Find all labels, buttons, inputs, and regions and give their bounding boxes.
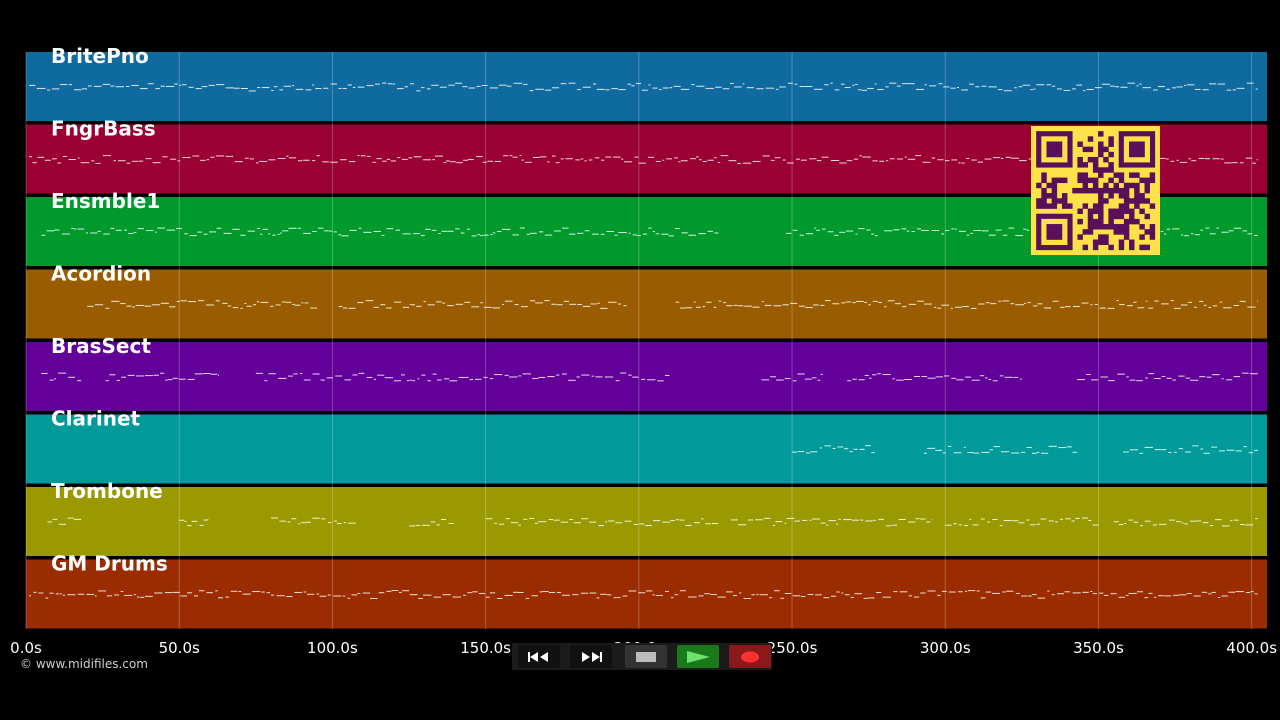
tick-label: 300.0s xyxy=(920,639,971,657)
track-name: Ensmble1 xyxy=(51,189,160,213)
tick-label: 50.0s xyxy=(159,639,200,657)
track-name: FngrBass xyxy=(51,117,156,141)
record-button[interactable] xyxy=(729,645,771,668)
qr-pattern xyxy=(1036,131,1156,251)
play-icon xyxy=(687,650,710,663)
transport-controls xyxy=(512,643,772,670)
track-band xyxy=(26,342,1267,411)
track-band xyxy=(26,487,1267,556)
fast-forward-button[interactable] xyxy=(570,645,612,668)
track-name: GM Drums xyxy=(51,552,168,576)
tick-label: 100.0s xyxy=(307,639,358,657)
track-name: BrasSect xyxy=(51,334,151,358)
tick-label: 250.0s xyxy=(767,639,818,657)
tick-label: 350.0s xyxy=(1073,639,1124,657)
track-band xyxy=(26,559,1267,629)
tick-label: 150.0s xyxy=(460,639,511,657)
track-name: Clarinet xyxy=(51,407,141,431)
rewind-button[interactable] xyxy=(518,645,560,668)
copyright-text: © www.midifiles.com xyxy=(20,657,148,671)
track-name: Trombone xyxy=(51,479,163,503)
stop-button[interactable] xyxy=(625,645,667,668)
rewind-icon xyxy=(528,651,548,662)
track-band xyxy=(26,414,1267,484)
track-band xyxy=(26,52,1267,121)
record-icon xyxy=(741,651,759,662)
track-name: Acordion xyxy=(51,262,151,286)
fast-forward-icon xyxy=(582,651,602,662)
qr-code xyxy=(1031,126,1160,255)
track-name: BritePno xyxy=(51,44,149,68)
stop-icon xyxy=(636,651,656,662)
track-band xyxy=(26,269,1267,339)
tick-label: 400.0s xyxy=(1226,639,1277,657)
tick-label: 0.0s xyxy=(10,639,42,657)
play-button[interactable] xyxy=(677,645,719,668)
